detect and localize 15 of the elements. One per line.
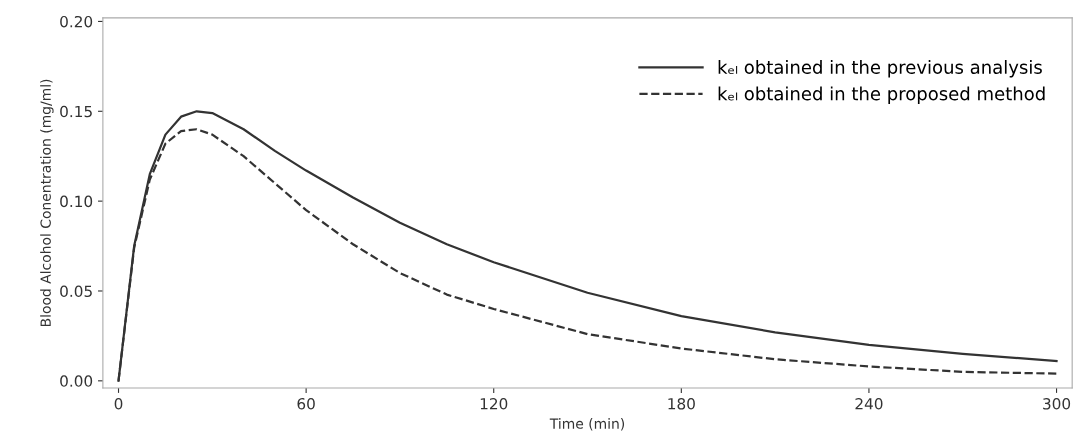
x-tick-label: 120 xyxy=(480,398,508,410)
y-tick-label: 0.15 xyxy=(60,105,92,118)
y-tick-label: 0.20 xyxy=(60,15,93,28)
y-tick-label: 0.10 xyxy=(60,195,93,208)
x-axis-title: Time (min) xyxy=(549,418,625,431)
x-tick-label: 60 xyxy=(297,398,315,410)
x-tick-label: 240 xyxy=(855,398,883,410)
y-axis-title: Blood Alcohol Conentration (mg/ml) xyxy=(40,79,54,327)
x-tick-label: 300 xyxy=(1043,398,1071,410)
x-tick-label: 180 xyxy=(668,398,695,410)
y-tick-label: 0.00 xyxy=(60,375,93,387)
legend-label: kₑₗ obtained in the proposed method xyxy=(718,86,1045,104)
x-tick-label: 0 xyxy=(114,398,123,410)
y-tick-label: 0.05 xyxy=(60,285,92,297)
legend-label: kₑₗ obtained in the previous analysis xyxy=(718,60,1042,78)
